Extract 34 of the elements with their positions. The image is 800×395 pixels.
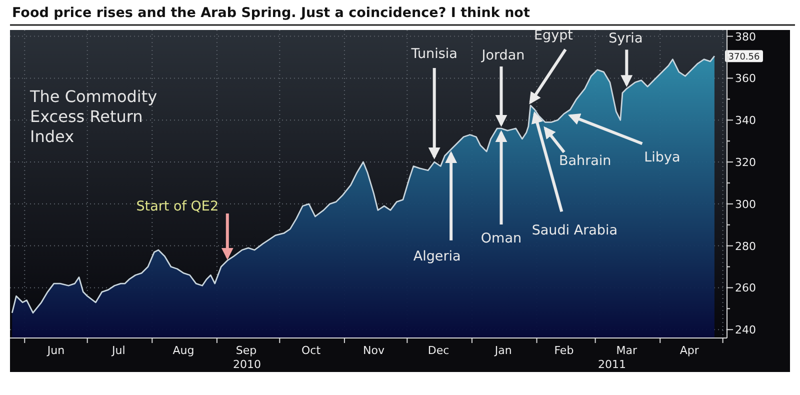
x-tick-label: Jan <box>494 344 512 357</box>
x-tick-label: Aug <box>172 344 194 357</box>
annotation: Saudi Arabia <box>532 222 618 239</box>
y-tick-label: 300 <box>735 198 756 211</box>
x-tick-label: Apr <box>680 344 700 357</box>
chart-title: Food price rises and the Arab Spring. Just a coincidence? I think not <box>12 5 530 21</box>
text: 2010 <box>233 358 261 371</box>
text: 2011 <box>598 358 626 371</box>
x-tick-label: Jun <box>46 344 65 357</box>
y-tick-label: 240 <box>735 324 756 337</box>
annotation: Tunisia <box>410 46 458 62</box>
y-tick-label: 360 <box>735 72 756 86</box>
annotation: Bahrain <box>559 153 612 170</box>
x-tick-label: Dec <box>428 344 450 357</box>
annotation: Start of QE2 <box>136 198 219 214</box>
y-tick-label: 340 <box>735 114 756 128</box>
annotation: Oman <box>480 230 522 246</box>
annotation: Syria <box>608 30 643 47</box>
x-tick-label: Mar <box>616 344 638 357</box>
y-tick-label: 380 <box>735 30 756 44</box>
annotation: Libya <box>644 150 680 166</box>
data-label: 370.56 <box>728 52 760 63</box>
y-tick-label: 280 <box>735 240 756 253</box>
annotation: Algeria <box>413 248 461 264</box>
x-tick-label: Sep <box>236 344 257 357</box>
annotation: Egypt <box>534 27 573 44</box>
y-tick-label: 260 <box>735 282 756 295</box>
annotation: Jordan <box>480 47 525 64</box>
y-tick-label: 320 <box>735 156 756 169</box>
x-tick-label: Feb <box>554 344 574 357</box>
annotation: The Commodity Excess Return Index <box>29 87 158 146</box>
x-tick-label: Nov <box>362 344 385 357</box>
x-tick-label: Oct <box>302 344 322 357</box>
x-tick-label: Jul <box>111 344 126 357</box>
